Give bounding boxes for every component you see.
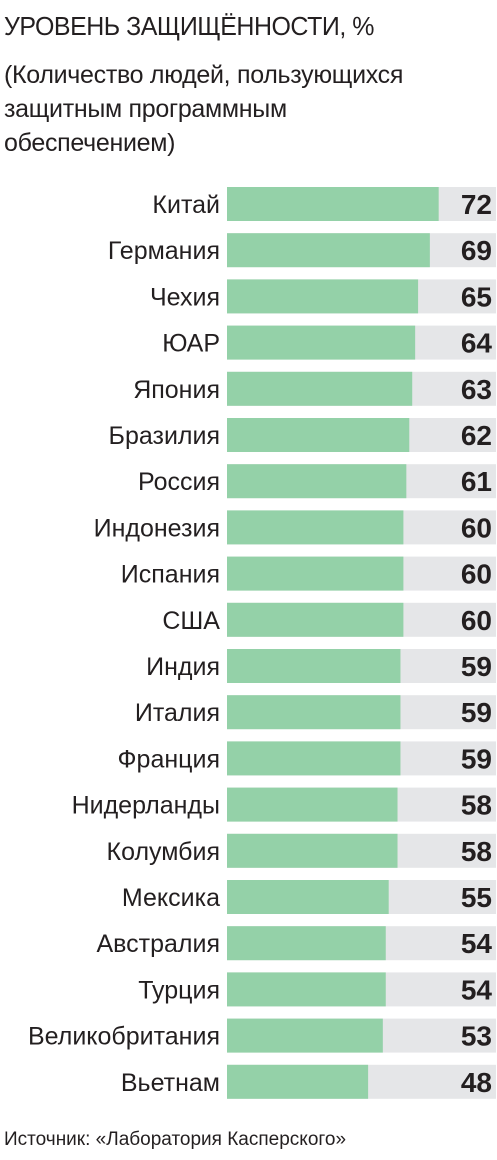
chart-subtitle: (Количество людей, пользующихся защитным… <box>4 61 404 157</box>
value-label: 72 <box>461 189 492 220</box>
value-label: 58 <box>461 836 492 867</box>
value-label: 59 <box>461 651 492 682</box>
value-label: 53 <box>461 1021 492 1052</box>
category-label: США <box>162 607 220 635</box>
bar-20 <box>227 1064 369 1099</box>
category-label: Турция <box>138 976 220 1004</box>
category-label: Индонезия <box>94 514 220 542</box>
bar-8 <box>227 510 404 545</box>
bar-2 <box>227 233 430 268</box>
value-label: 59 <box>461 697 492 728</box>
bar-19 <box>227 1018 383 1053</box>
category-label: Нидерланды <box>72 792 220 820</box>
bar-6 <box>227 418 410 452</box>
bar-4 <box>227 325 416 360</box>
value-label: 61 <box>461 466 492 497</box>
bar-chart: Китай 72 Германия 69 Чехия 65 ЮАР 64 Япония 63 Бра… <box>28 187 496 1099</box>
bar-18 <box>227 972 386 1007</box>
source-note: Источник: «Лаборатория Касперского» <box>4 1129 347 1150</box>
category-label: Япония <box>133 376 220 404</box>
category-label: Бразилия <box>109 422 220 450</box>
value-label: 64 <box>461 328 493 359</box>
bar-9 <box>227 556 404 591</box>
category-label: Чехия <box>150 283 220 311</box>
bar-10 <box>227 602 404 637</box>
category-label: ЮАР <box>162 330 220 358</box>
value-label: 55 <box>461 882 492 913</box>
category-label: Испания <box>121 561 220 589</box>
value-label: 63 <box>461 374 492 405</box>
bar-14 <box>227 787 398 822</box>
bar-7 <box>227 464 407 499</box>
category-label: Франция <box>118 745 220 773</box>
chart-title: УРОВЕНЬ ЗАЩИЩЁННОСТИ, % <box>4 11 375 41</box>
value-label: 60 <box>461 605 492 636</box>
bar-11 <box>227 649 401 683</box>
bar-1 <box>227 187 439 221</box>
category-label: Вьетнам <box>121 1069 220 1097</box>
bar-5 <box>227 371 413 406</box>
bar-16 <box>227 880 389 914</box>
category-label: Мексика <box>122 884 220 912</box>
category-label: Индия <box>146 653 220 681</box>
value-label: 59 <box>461 743 492 774</box>
value-label: 58 <box>461 790 492 821</box>
bar-3 <box>227 279 419 314</box>
value-label: 60 <box>461 559 492 590</box>
category-label: Китай <box>152 191 220 219</box>
value-label: 54 <box>461 974 493 1005</box>
value-label: 60 <box>461 512 492 543</box>
category-label: Германия <box>108 237 220 265</box>
category-label: Великобритания <box>28 1023 220 1051</box>
value-label: 65 <box>461 281 492 312</box>
bar-13 <box>227 741 401 776</box>
category-label: Австралия <box>96 930 220 958</box>
bar-17 <box>227 926 386 961</box>
bar-12 <box>227 695 401 730</box>
value-label: 69 <box>461 235 492 266</box>
value-label: 54 <box>461 928 493 959</box>
bar-15 <box>227 833 398 868</box>
category-label: Колумбия <box>107 838 220 866</box>
value-label: 48 <box>461 1067 492 1098</box>
category-label: Россия <box>138 468 220 496</box>
value-label: 62 <box>461 420 492 451</box>
category-label: Италия <box>135 699 220 727</box>
